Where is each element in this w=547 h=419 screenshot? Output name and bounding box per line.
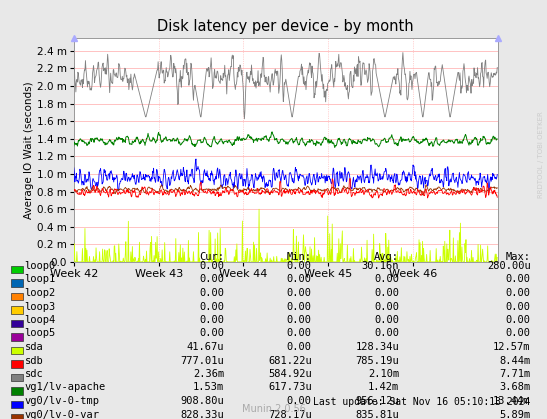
Text: 908.80u: 908.80u xyxy=(181,396,224,406)
Text: 0.00: 0.00 xyxy=(374,288,399,298)
Title: Disk latency per device - by month: Disk latency per device - by month xyxy=(158,19,414,34)
Text: sdc: sdc xyxy=(25,369,43,379)
Text: 30.16n: 30.16n xyxy=(362,261,399,271)
Text: 41.67u: 41.67u xyxy=(187,342,224,352)
Text: 13.44m: 13.44m xyxy=(493,396,531,406)
Text: RRDTOOL / TOBI OETKER: RRDTOOL / TOBI OETKER xyxy=(538,111,544,199)
Text: 0.00: 0.00 xyxy=(374,274,399,285)
Text: 3.68m: 3.68m xyxy=(499,383,531,393)
Text: loop1: loop1 xyxy=(25,274,56,285)
Text: 0.00: 0.00 xyxy=(287,328,312,339)
Y-axis label: Average IO Wait (seconds): Average IO Wait (seconds) xyxy=(24,81,34,219)
Text: 0.00: 0.00 xyxy=(287,302,312,311)
Text: Max:: Max: xyxy=(505,252,531,262)
Text: 0.00: 0.00 xyxy=(199,261,224,271)
Text: 0.00: 0.00 xyxy=(199,315,224,325)
Text: 584.92u: 584.92u xyxy=(268,369,312,379)
Text: vg1/lv-apache: vg1/lv-apache xyxy=(25,383,106,393)
Text: Avg:: Avg: xyxy=(374,252,399,262)
Text: 0.00: 0.00 xyxy=(287,396,312,406)
Text: 7.71m: 7.71m xyxy=(499,369,531,379)
Text: 0.00: 0.00 xyxy=(374,328,399,339)
Text: loop4: loop4 xyxy=(25,315,56,325)
Text: sda: sda xyxy=(25,342,43,352)
Text: Munin 2.0.56: Munin 2.0.56 xyxy=(242,404,305,414)
Text: 280.00u: 280.00u xyxy=(487,261,531,271)
Text: loop3: loop3 xyxy=(25,302,56,311)
Text: 0.00: 0.00 xyxy=(199,288,224,298)
Text: 0.00: 0.00 xyxy=(199,302,224,311)
Text: loop5: loop5 xyxy=(25,328,56,339)
Text: Min:: Min: xyxy=(287,252,312,262)
Text: loop2: loop2 xyxy=(25,288,56,298)
Text: 835.81u: 835.81u xyxy=(356,409,399,419)
Text: 2.10m: 2.10m xyxy=(368,369,399,379)
Text: 777.01u: 777.01u xyxy=(181,355,224,365)
Text: 0.00: 0.00 xyxy=(505,288,531,298)
Text: 728.17u: 728.17u xyxy=(268,409,312,419)
Text: 1.42m: 1.42m xyxy=(368,383,399,393)
Text: Last update: Sat Nov 16 05:10:13 2024: Last update: Sat Nov 16 05:10:13 2024 xyxy=(313,397,531,407)
Text: 0.00: 0.00 xyxy=(505,315,531,325)
Text: 8.44m: 8.44m xyxy=(499,355,531,365)
Text: Cur:: Cur: xyxy=(199,252,224,262)
Text: 128.34u: 128.34u xyxy=(356,342,399,352)
Text: 0.00: 0.00 xyxy=(199,328,224,339)
Text: 5.89m: 5.89m xyxy=(499,409,531,419)
Text: 0.00: 0.00 xyxy=(287,261,312,271)
Text: 0.00: 0.00 xyxy=(287,288,312,298)
Text: 681.22u: 681.22u xyxy=(268,355,312,365)
Text: vg0/lv-0-var: vg0/lv-0-var xyxy=(25,409,100,419)
Text: 0.00: 0.00 xyxy=(287,342,312,352)
Text: 0.00: 0.00 xyxy=(374,315,399,325)
Text: 0.00: 0.00 xyxy=(505,274,531,285)
Text: sdb: sdb xyxy=(25,355,43,365)
Text: 956.12u: 956.12u xyxy=(356,396,399,406)
Text: 0.00: 0.00 xyxy=(505,302,531,311)
Text: 617.73u: 617.73u xyxy=(268,383,312,393)
Text: 1.53m: 1.53m xyxy=(193,383,224,393)
Text: 0.00: 0.00 xyxy=(199,274,224,285)
Text: 0.00: 0.00 xyxy=(374,302,399,311)
Text: 0.00: 0.00 xyxy=(505,328,531,339)
Text: 2.36m: 2.36m xyxy=(193,369,224,379)
Text: 0.00: 0.00 xyxy=(287,315,312,325)
Text: 0.00: 0.00 xyxy=(287,274,312,285)
Text: 12.57m: 12.57m xyxy=(493,342,531,352)
Text: 785.19u: 785.19u xyxy=(356,355,399,365)
Text: 828.33u: 828.33u xyxy=(181,409,224,419)
Text: loop0: loop0 xyxy=(25,261,56,271)
Text: vg0/lv-0-tmp: vg0/lv-0-tmp xyxy=(25,396,100,406)
